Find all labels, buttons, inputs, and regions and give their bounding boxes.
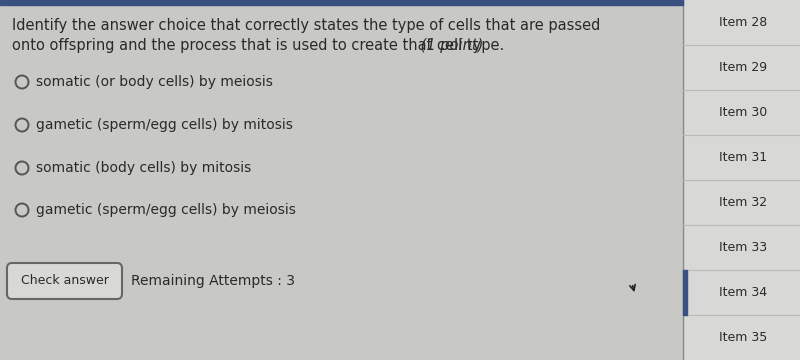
Text: Item 28: Item 28: [719, 16, 768, 29]
Bar: [683, 0, 800, 360]
Text: (1 point): (1 point): [416, 38, 483, 53]
Text: somatic (body cells) by mitosis: somatic (body cells) by mitosis: [36, 161, 251, 175]
Text: Item 33: Item 33: [719, 241, 767, 254]
FancyBboxPatch shape: [7, 263, 122, 299]
Text: Item 35: Item 35: [719, 331, 768, 344]
Text: Remaining Attempts : 3: Remaining Attempts : 3: [131, 274, 295, 288]
Text: Item 31: Item 31: [719, 151, 767, 164]
Bar: [0, 0, 683, 5]
Text: Check answer: Check answer: [21, 274, 109, 288]
Text: Item 32: Item 32: [719, 196, 767, 209]
Text: Item 30: Item 30: [719, 106, 768, 119]
Text: onto offspring and the process that is used to create that cell type.: onto offspring and the process that is u…: [12, 38, 504, 53]
Text: gametic (sperm/egg cells) by mitosis: gametic (sperm/egg cells) by mitosis: [36, 118, 293, 132]
Text: Item 34: Item 34: [719, 286, 767, 299]
Text: somatic (or body cells) by meiosis: somatic (or body cells) by meiosis: [36, 75, 273, 89]
Text: gametic (sperm/egg cells) by meiosis: gametic (sperm/egg cells) by meiosis: [36, 203, 296, 217]
Text: Item 29: Item 29: [719, 61, 767, 74]
Text: Identify the answer choice that correctly states the type of cells that are pass: Identify the answer choice that correctl…: [12, 18, 600, 33]
Bar: [683, 270, 687, 315]
